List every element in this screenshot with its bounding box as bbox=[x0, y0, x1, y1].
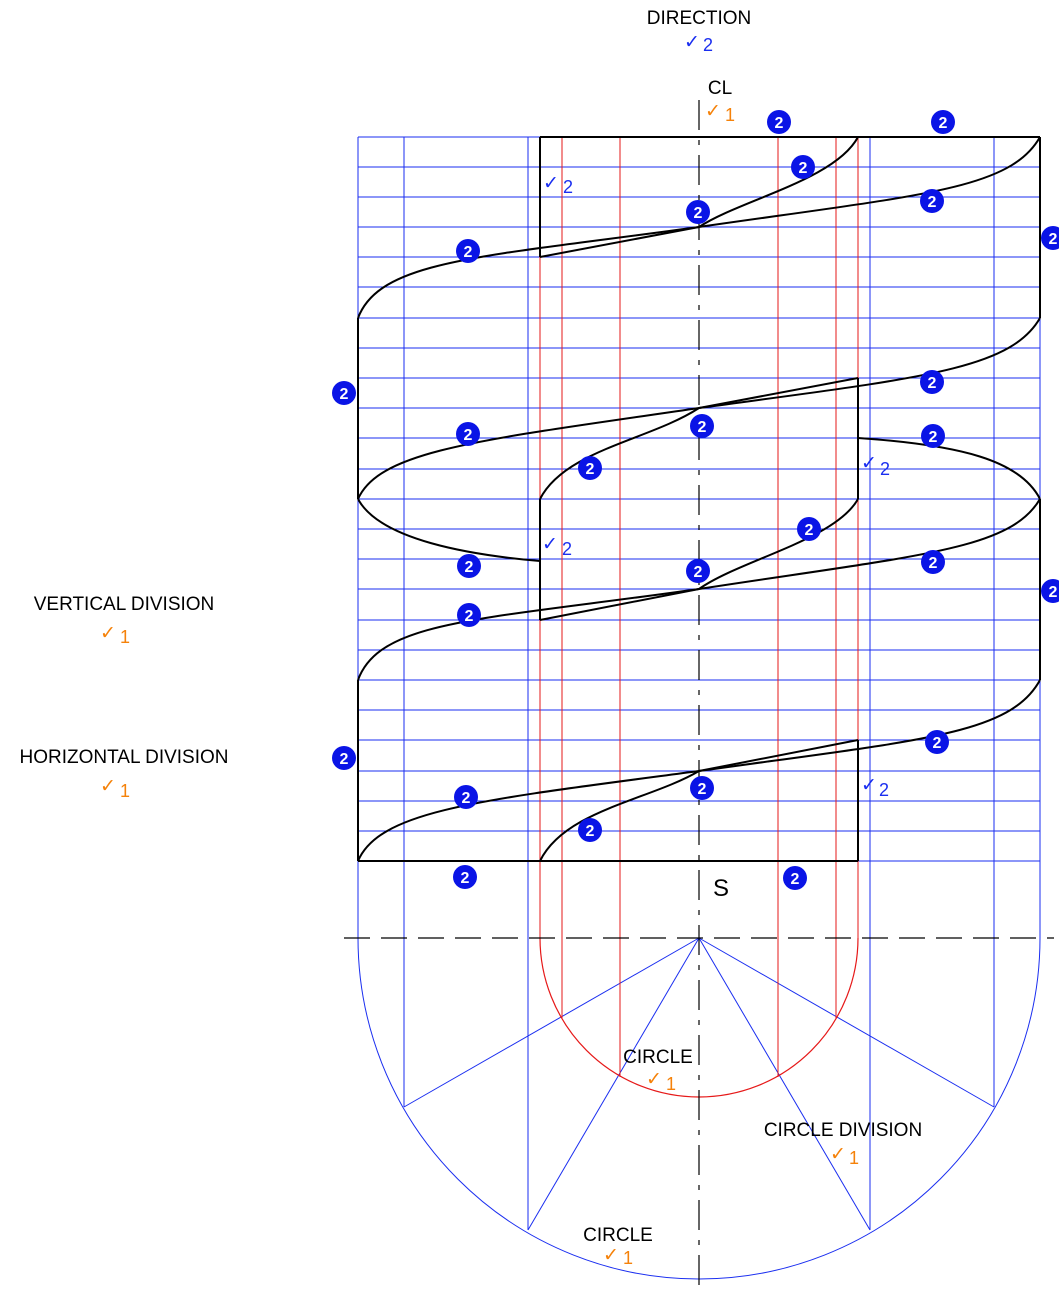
svg-text:2: 2 bbox=[464, 427, 473, 444]
check-icon: ✓ bbox=[705, 101, 721, 122]
direction-label: DIRECTION bbox=[647, 8, 752, 29]
mark-badge: 2 bbox=[456, 422, 480, 446]
mark-badge: 2 bbox=[1041, 579, 1059, 603]
outer-circle-label: CIRCLE bbox=[583, 1225, 653, 1246]
horizontal-division-label: HORIZONTAL DIVISION bbox=[19, 747, 228, 768]
mark-badge: 2 bbox=[1041, 226, 1059, 250]
mark-badge: 2 bbox=[686, 200, 710, 224]
svg-text:2: 2 bbox=[698, 781, 707, 798]
check-icon: ✓ bbox=[100, 776, 116, 797]
check-number: 1 bbox=[120, 781, 130, 801]
svg-text:2: 2 bbox=[805, 522, 814, 539]
mark-badge: 2 bbox=[791, 155, 815, 179]
svg-text:2: 2 bbox=[694, 205, 703, 222]
svg-text:2: 2 bbox=[929, 429, 938, 446]
check-icon: ✓ bbox=[603, 1245, 619, 1266]
check-number: 2 bbox=[562, 539, 572, 559]
svg-text:2: 2 bbox=[461, 870, 470, 887]
check-number: 1 bbox=[623, 1248, 633, 1268]
check-number: 2 bbox=[880, 459, 890, 479]
svg-text:2: 2 bbox=[791, 871, 800, 888]
svg-text:2: 2 bbox=[1049, 584, 1058, 601]
mark-badge: 2 bbox=[931, 110, 955, 134]
svg-text:2: 2 bbox=[340, 386, 349, 403]
check-icon: ✓ bbox=[543, 173, 559, 194]
cl-label: CL bbox=[708, 78, 732, 99]
check-icon: ✓ bbox=[646, 1069, 662, 1090]
check-mark: ✓ 2 bbox=[861, 453, 890, 479]
check-number: 2 bbox=[703, 35, 713, 55]
mark-badge: 2 bbox=[686, 559, 710, 583]
check-number: 1 bbox=[666, 1074, 676, 1094]
mark-badge: 2 bbox=[797, 517, 821, 541]
mark-badge: 2 bbox=[925, 730, 949, 754]
circle-division-label: CIRCLE DIVISION bbox=[764, 1120, 922, 1141]
inner-circle-label: CIRCLE bbox=[623, 1047, 693, 1068]
mark-badge: 2 bbox=[920, 189, 944, 213]
check-mark: ✓ 2 bbox=[684, 32, 713, 55]
check-mark: ✓ 1 bbox=[830, 1144, 859, 1168]
check-icon: ✓ bbox=[100, 623, 116, 644]
inner-circle bbox=[539, 937, 859, 1098]
vertical-division-label: VERTICAL DIVISION bbox=[34, 594, 215, 615]
start-point-label: S bbox=[713, 875, 729, 902]
svg-text:2: 2 bbox=[933, 735, 942, 752]
mark-badge: 2 bbox=[578, 818, 602, 842]
check-icon: ✓ bbox=[542, 534, 558, 555]
blue-vertical-divisions bbox=[357, 137, 1041, 1230]
check-mark: ✓ 1 bbox=[100, 776, 130, 801]
mark-badge: 2 bbox=[578, 456, 602, 480]
check-icon: ✓ bbox=[684, 32, 700, 53]
mark-badge: 2 bbox=[454, 785, 478, 809]
svg-text:2: 2 bbox=[698, 419, 707, 436]
svg-text:2: 2 bbox=[464, 244, 473, 261]
check-number: 1 bbox=[849, 1148, 859, 1168]
svg-text:2: 2 bbox=[775, 115, 784, 132]
check-icon: ✓ bbox=[830, 1144, 846, 1165]
check-mark: ✓ 1 bbox=[705, 101, 735, 125]
mark-badge: 2 bbox=[453, 865, 477, 889]
svg-text:2: 2 bbox=[465, 608, 474, 625]
svg-text:2: 2 bbox=[929, 555, 938, 572]
svg-text:2: 2 bbox=[694, 564, 703, 581]
mark-badge: 2 bbox=[920, 370, 944, 394]
svg-text:2: 2 bbox=[939, 115, 948, 132]
check-number: 1 bbox=[725, 105, 735, 125]
mark-badge: 2 bbox=[690, 776, 714, 800]
check-mark: ✓ 2 bbox=[542, 534, 572, 559]
svg-text:2: 2 bbox=[1049, 231, 1058, 248]
svg-text:2: 2 bbox=[465, 559, 474, 576]
check-mark: ✓ 1 bbox=[603, 1245, 633, 1268]
mark-badge: 2 bbox=[457, 603, 481, 627]
check-mark: ✓ 1 bbox=[646, 1069, 676, 1094]
check-mark: ✓ 2 bbox=[543, 173, 573, 197]
mark-badge: 2 bbox=[332, 746, 356, 770]
mark-badge: 2 bbox=[783, 866, 807, 890]
mark-badge: 2 bbox=[457, 554, 481, 578]
mark-badge: 2 bbox=[921, 424, 945, 448]
svg-text:2: 2 bbox=[586, 823, 595, 840]
mark-badge: 2 bbox=[456, 239, 480, 263]
check-icon: ✓ bbox=[861, 453, 877, 474]
check-number: 2 bbox=[879, 780, 889, 800]
check-mark: ✓ 2 bbox=[861, 775, 889, 800]
mark-badge: 2 bbox=[332, 381, 356, 405]
mark-badge: 2 bbox=[921, 550, 945, 574]
mark-badges: 2 2 2 2 2 2 2 2 2 2 2 2 2 2 2 2 2 2 2 2 … bbox=[332, 110, 1059, 890]
svg-text:2: 2 bbox=[340, 751, 349, 768]
mark-badge: 2 bbox=[690, 414, 714, 438]
mark-badge: 2 bbox=[767, 110, 791, 134]
check-number: 1 bbox=[120, 627, 130, 647]
check-mark: ✓ 1 bbox=[100, 623, 130, 647]
check-number: 2 bbox=[563, 177, 573, 197]
svg-text:2: 2 bbox=[799, 160, 808, 177]
svg-text:2: 2 bbox=[462, 790, 471, 807]
svg-text:2: 2 bbox=[586, 461, 595, 478]
check-icon: ✓ bbox=[861, 775, 877, 796]
svg-text:2: 2 bbox=[928, 375, 937, 392]
helix-outline bbox=[357, 136, 1041, 862]
svg-text:2: 2 bbox=[928, 194, 937, 211]
